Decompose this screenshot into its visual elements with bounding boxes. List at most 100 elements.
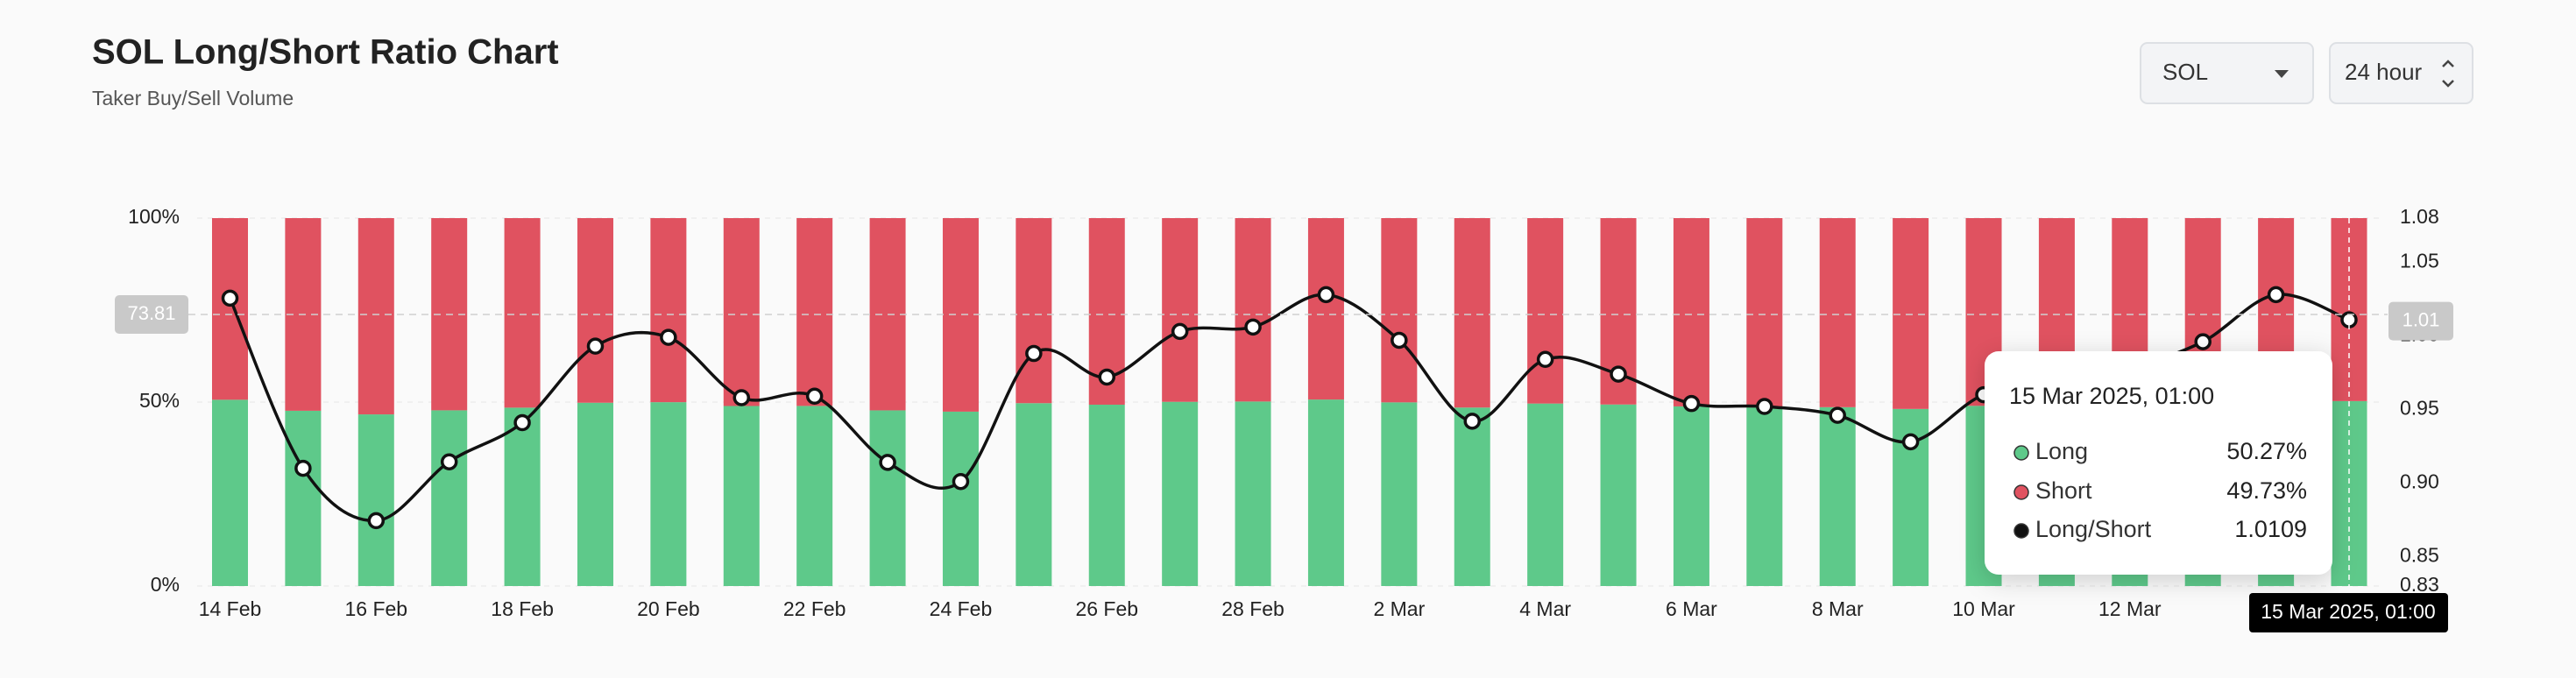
short-bar	[1893, 218, 1929, 409]
x-tick-label: 16 Feb	[344, 597, 407, 620]
long-bar	[431, 410, 468, 586]
short-bar	[504, 218, 541, 408]
legend-swatch	[2013, 484, 2029, 500]
select-box[interactable]	[2329, 42, 2473, 104]
short-bar	[723, 218, 760, 406]
ratio-point	[440, 453, 458, 470]
ratio-point	[805, 387, 824, 406]
ratio-point	[294, 459, 312, 477]
subtitle: Taker Buy/Sell Volume	[92, 87, 294, 109]
short-bar	[1016, 218, 1052, 404]
ratio-point	[660, 328, 677, 346]
ratio-point	[513, 413, 531, 432]
y-tick-label: 0%	[151, 573, 180, 596]
ratio-point	[1536, 350, 1554, 369]
short-bar	[796, 218, 833, 406]
long-bar	[1454, 407, 1490, 586]
crosshair-x-box	[2249, 593, 2448, 632]
short-bar	[1673, 218, 1709, 406]
y2-tick-label: 0.90	[2400, 470, 2439, 492]
ratio-point	[952, 472, 970, 491]
ratio-point	[2194, 333, 2212, 350]
overlay: 73.81 1.01 15 Mar 2025, 01:00 15 Mar 2025, …	[115, 218, 2453, 632]
ratio-point	[1682, 394, 1701, 413]
x-tick-label: 10 Mar	[1952, 597, 2015, 620]
ratio-point	[586, 337, 605, 355]
ratio-point	[1098, 368, 1116, 386]
short-bar	[1235, 218, 1271, 402]
long-bar	[1162, 401, 1199, 586]
long-bar	[285, 410, 322, 586]
ratio-point	[1025, 344, 1043, 363]
x-tick-label: 2 Mar	[1373, 597, 1425, 620]
crosshair-x-label: 15 Mar 2025, 01:00	[2261, 600, 2435, 623]
long-bar	[357, 414, 394, 586]
ratio-point	[1317, 286, 1335, 304]
ratio-point	[367, 512, 386, 530]
long-bar	[1673, 406, 1709, 586]
x-tick-label: 6 Mar	[1666, 597, 1717, 620]
select-value[interactable]: 24 hour	[2345, 59, 2423, 85]
long-bar	[1088, 404, 1125, 586]
long-bar	[650, 402, 687, 586]
asset-select[interactable]: SOL	[2140, 42, 2314, 104]
long-bar	[1235, 401, 1271, 586]
x-tick-label: 20 Feb	[637, 597, 700, 620]
select-value[interactable]: SOL	[2162, 59, 2208, 85]
short-bar	[577, 218, 613, 403]
long-bar	[942, 411, 979, 586]
tooltip: 15 Mar 2025, 01:00 Long 50.27% Short 49.73% L…	[1985, 351, 2332, 575]
crosshair-y2-box	[2388, 301, 2453, 341]
ratio-point	[732, 389, 751, 406]
legend-swatch	[2013, 445, 2029, 461]
crosshair-y2-label: 1.01	[2403, 308, 2440, 330]
y2-tick-label: 0.83	[2400, 573, 2439, 596]
short-bar	[1162, 218, 1199, 402]
short-bar	[1454, 218, 1490, 408]
long-bar	[796, 406, 833, 586]
short-bar	[1307, 218, 1344, 400]
short-bar	[357, 218, 394, 415]
ratio-point	[1756, 398, 1773, 415]
ratio-point	[1829, 406, 1846, 424]
long-bar	[577, 402, 613, 586]
x-tick-label: 26 Feb	[1075, 597, 1138, 620]
ratio-point	[1901, 433, 1920, 451]
ratio-point	[1171, 322, 1189, 341]
spinner	[2442, 60, 2454, 88]
ratio-point	[1391, 331, 1408, 350]
crosshair-y-label: 73.81	[127, 302, 175, 324]
x-tick-label: 28 Feb	[1221, 597, 1284, 620]
long-bar	[1527, 403, 1564, 586]
legend-swatch	[2013, 523, 2029, 539]
long-bar	[212, 399, 248, 586]
x-tick-label: 4 Mar	[1519, 597, 1571, 620]
short-bar	[942, 218, 979, 412]
y-tick-label: 50%	[139, 389, 180, 412]
legend-label: Long	[2035, 438, 2088, 464]
y2-tick-label: 0.95	[2400, 396, 2439, 419]
interval-select[interactable]: 24 hour	[2329, 42, 2473, 104]
ratio-point	[221, 289, 239, 307]
legend-label: Short	[2035, 477, 2092, 504]
tooltip-title: 15 Mar 2025, 01:00	[2009, 383, 2214, 409]
x-tick-label: 8 Mar	[1812, 597, 1864, 620]
long-bar	[1746, 406, 1783, 586]
x-tick-label: 12 Mar	[2098, 597, 2162, 620]
plot: 0%50%100%0.830.850.900.951.001.051.0814 …	[128, 205, 2439, 620]
title: SOL Long/Short Ratio Chart	[92, 33, 559, 72]
y-tick-label: 100%	[128, 205, 180, 228]
short-bar	[1746, 218, 1783, 407]
tooltip-value: 50.27%	[2226, 438, 2307, 464]
crosshair-y-box	[115, 294, 188, 334]
tooltip-value: 49.73%	[2226, 477, 2307, 504]
ratio-point	[2267, 286, 2285, 304]
short-bar	[1527, 218, 1564, 404]
x-tick-label: 18 Feb	[491, 597, 554, 620]
x-tick-label: 14 Feb	[199, 597, 262, 620]
long-bar	[1381, 402, 1418, 586]
select-box[interactable]	[2140, 42, 2314, 104]
long-bar	[869, 410, 906, 586]
long-bar	[1819, 406, 1856, 586]
short-bar	[1819, 218, 1856, 407]
